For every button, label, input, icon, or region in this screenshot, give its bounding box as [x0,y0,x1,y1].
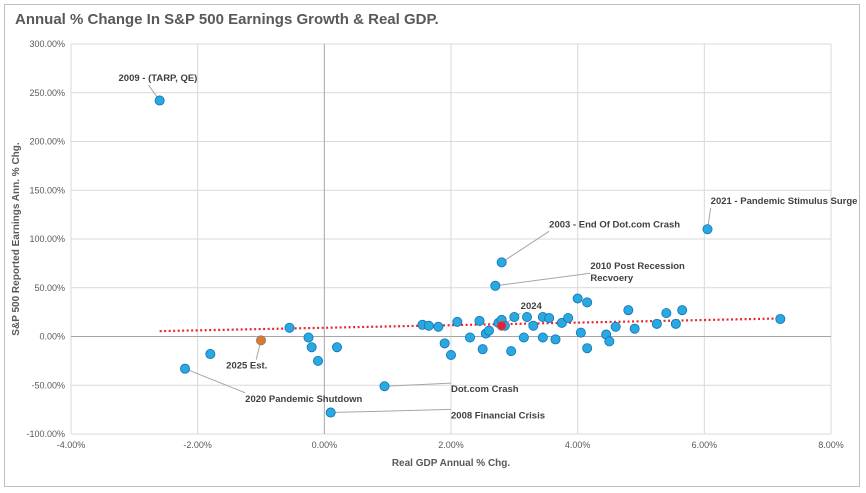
data-point [154,95,165,106]
annotation-label: 2025 Est. [226,361,267,372]
data-point [284,322,295,333]
annotation-label: 2003 - End Of Dot.com Crash [549,219,680,230]
annotation-label: 2021 - Pandemic Stimulus Surge [711,196,858,207]
data-point [550,334,561,345]
data-point [477,344,488,355]
data-point [677,305,688,316]
x-axis-ticks: -4.00% -2.00% 0.00% 2.00% 4.00% 6.00% 8.00% [57,440,844,450]
data-point [610,321,621,332]
annotation-label: 2020 Pandemic Shutdown [245,394,362,405]
data-point [506,346,517,357]
annotation-leader [495,272,591,287]
data-point [312,355,323,366]
x-tick-label: 8.00% [818,440,844,450]
highlight-point [255,335,266,346]
data-point [623,305,634,316]
data-point [582,297,593,308]
x-tick-label: 6.00% [692,440,718,450]
y-tick-label: 0.00% [39,332,65,342]
x-tick-label: 2.00% [438,440,464,450]
chart-frame: Annual % Change In S&P 500 Earnings Grow… [4,4,860,487]
data-point [522,311,533,322]
trendline [159,317,781,333]
highlight-point [496,320,507,331]
y-axis-ticks: 300.00% 250.00% 200.00% 150.00% 100.00% 50.00… [26,39,65,439]
x-tick-label: 4.00% [565,440,591,450]
data-point [445,350,456,361]
annotation-leader [384,382,452,387]
data-point [379,381,390,392]
data-point [518,332,529,343]
y-tick-label: 300.00% [29,39,65,49]
data-point [651,318,662,329]
data-point [331,342,342,353]
x-tick-label: 0.00% [312,440,338,450]
annotation-leader [330,408,452,414]
data-point [582,343,593,354]
data-point [702,224,713,235]
annotation-label: Recvoery [590,273,633,284]
data-point [490,280,501,291]
y-axis-title: S&P 500 Reported Earnings Ann. % Chg. [11,142,22,336]
chart-title: Annual % Change In S&P 500 Earnings Grow… [15,11,439,28]
x-tick-label: -4.00% [57,440,86,450]
data-point [205,349,216,360]
y-tick-label: 50.00% [34,283,65,293]
data-point [496,257,507,268]
trendline-path [159,317,781,333]
data-point [528,320,539,331]
data-point [452,316,463,327]
annotation-leader [501,230,550,263]
x-axis-title: Real GDP Annual % Chg. [392,458,511,469]
data-point [544,312,555,323]
data-point [306,342,317,353]
y-tick-label: 250.00% [29,88,65,98]
annotation-label: 2008 Financial Crisis [451,410,545,421]
data-point [464,332,475,343]
y-tick-label: 150.00% [29,185,65,195]
y-tick-label: -100.00% [26,429,65,439]
annotation-label: Dot.com Crash [451,384,519,395]
y-tick-label: 100.00% [29,234,65,244]
annotation-label: 2010 Post Recession [590,261,685,272]
data-point [433,321,444,332]
data-point [572,293,583,304]
data-point [439,338,450,349]
annotation-leader [184,368,246,394]
annotation-labels: 2009 - (TARP, QE) 2025 Est. 2020 Pandemic … [119,73,858,421]
data-point [509,311,520,322]
data-point [537,332,548,343]
data-point [179,363,190,374]
grid [70,43,832,435]
data-point [575,327,586,338]
data-point [474,315,485,326]
data-point [629,323,640,334]
data-point [661,308,672,319]
data-point [303,332,314,343]
data-point [670,318,681,329]
annotation-label: 2024 [521,301,543,312]
annotation-label: 2009 - (TARP, QE) [119,73,198,84]
x-tick-label: -2.00% [183,440,212,450]
data-points [154,95,786,418]
data-point [423,320,434,331]
y-tick-label: -50.00% [31,380,65,390]
data-point [563,312,574,323]
data-point [325,407,336,418]
y-tick-label: 200.00% [29,137,65,147]
data-point [604,336,615,347]
data-point [775,313,786,324]
data-point [483,325,494,336]
